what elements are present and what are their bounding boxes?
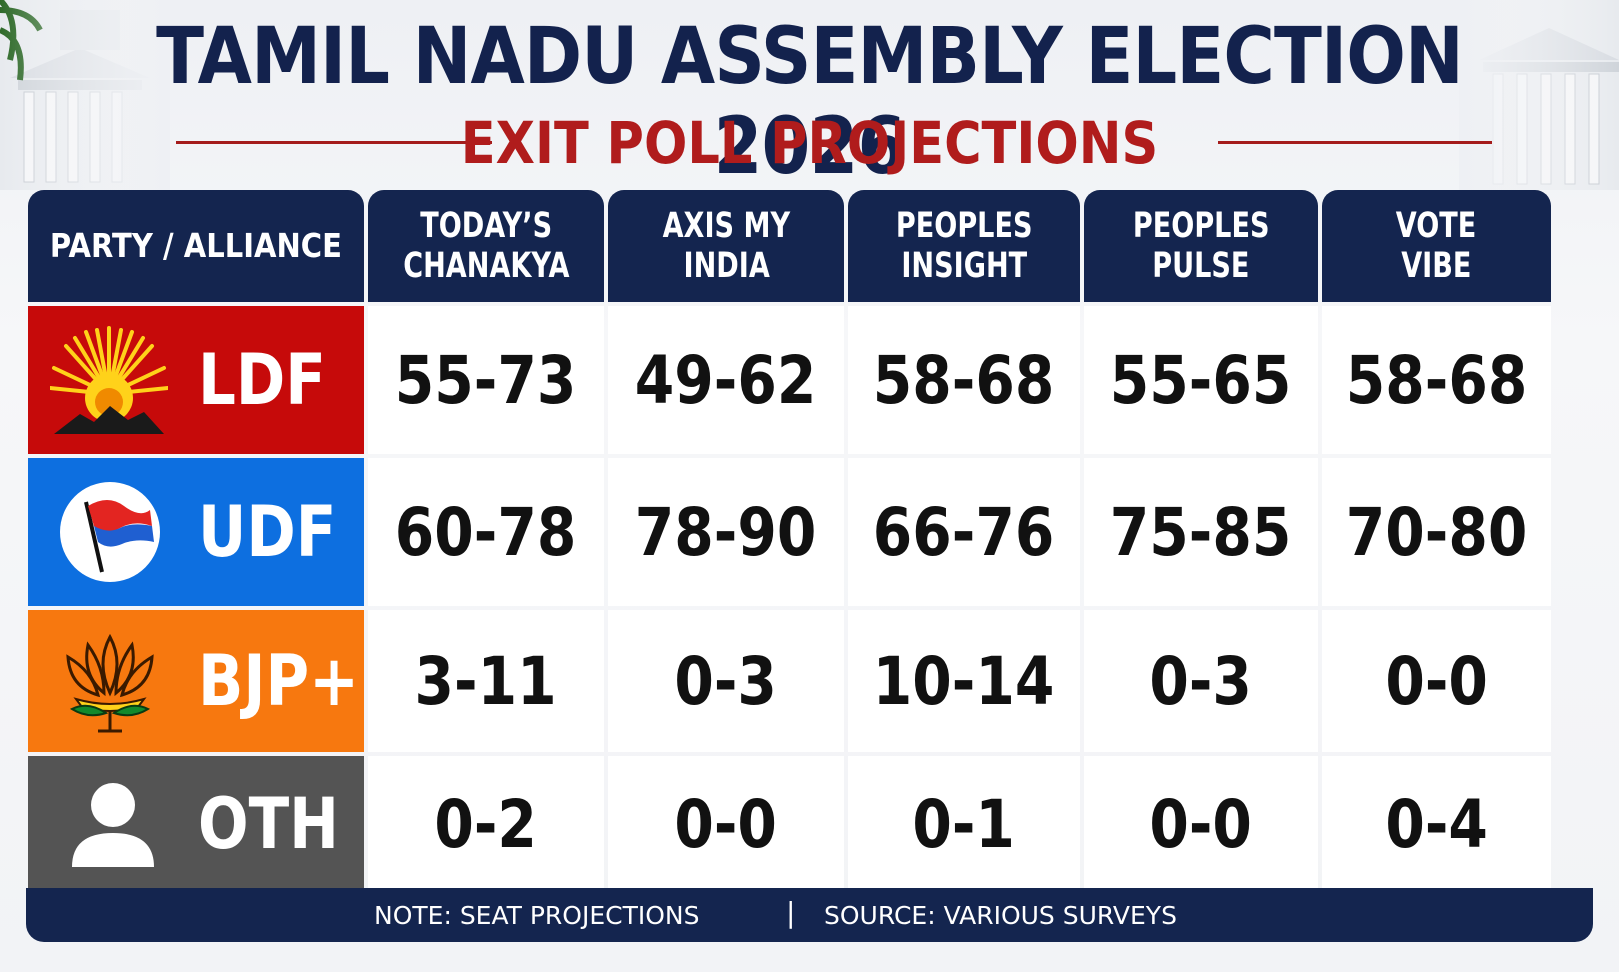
value-cell: 66-76 <box>848 458 1080 606</box>
table-row: OTH 0-2 0-0 0-1 0-0 0-4 <box>28 756 1551 892</box>
person-icon <box>72 783 154 867</box>
table-header-row: PARTY / ALLIANCE TODAY’S CHANAKYA AXIS MY… <box>28 190 1551 302</box>
rising-sun-icon <box>50 326 168 434</box>
page-title: TAMIL NADU ASSEMBLY ELECTION 2026 <box>156 12 1464 192</box>
building-illustration-left <box>0 0 170 190</box>
value-cell: 0-3 <box>1084 610 1318 752</box>
footer-bar: NOTE: SEAT PROJECTIONS | SOURCE: VARIOUS… <box>26 888 1593 942</box>
value-cell: 10-14 <box>848 610 1080 752</box>
table-row: UDF 60-78 78-90 66-76 75-85 70-80 <box>28 458 1551 606</box>
value-cell: 0-2 <box>368 756 604 892</box>
value-cell: 58-68 <box>848 306 1080 454</box>
value-cell: 55-73 <box>368 306 604 454</box>
value-cell: 3-11 <box>368 610 604 752</box>
footer-separator: | <box>786 896 796 929</box>
value-cell: 0-1 <box>848 756 1080 892</box>
value-cell: 0-3 <box>608 610 844 752</box>
exit-poll-table: PARTY / ALLIANCE TODAY’S CHANAKYA AXIS MY… <box>24 186 1555 896</box>
column-header-peoples-pulse: PEOPLES PULSE <box>1084 190 1318 302</box>
party-cell-oth: OTH <box>28 756 364 892</box>
footer-source: SOURCE: VARIOUS SURVEYS <box>824 900 1177 930</box>
value-cell: 0-0 <box>1084 756 1318 892</box>
value-cell: 55-65 <box>1084 306 1318 454</box>
column-header-party: PARTY / ALLIANCE <box>28 190 364 302</box>
subtitle-row: EXIT POLL PROJECTIONS <box>0 108 1619 178</box>
party-name-oth: OTH <box>198 783 339 865</box>
column-header-todays-chanakya: TODAY’S CHANAKYA <box>368 190 604 302</box>
building-illustration-right <box>1459 0 1619 190</box>
value-cell: 60-78 <box>368 458 604 606</box>
page-subtitle: EXIT POLL PROJECTIONS <box>460 109 1159 177</box>
subtitle-rule-left <box>176 141 492 144</box>
table-row: LDF 55-73 49-62 58-68 55-65 58-68 <box>28 306 1551 454</box>
flag-icon <box>60 482 160 582</box>
column-header-peoples-insight: PEOPLES INSIGHT <box>848 190 1080 302</box>
lotus-icon <box>66 633 154 733</box>
subtitle-rule-right <box>1218 141 1492 144</box>
party-name-bjp: BJP+ <box>198 640 359 722</box>
value-cell: 0-0 <box>1322 610 1551 752</box>
party-cell-udf: UDF <box>28 458 364 606</box>
value-cell: 0-0 <box>608 756 844 892</box>
value-cell: 0-4 <box>1322 756 1551 892</box>
party-cell-ldf: LDF <box>28 306 364 454</box>
value-cell: 58-68 <box>1322 306 1551 454</box>
value-cell: 78-90 <box>608 458 844 606</box>
party-name-ldf: LDF <box>198 339 326 421</box>
value-cell: 49-62 <box>608 306 844 454</box>
column-header-axis-my-india: AXIS MY INDIA <box>608 190 844 302</box>
footer-note: NOTE: SEAT PROJECTIONS <box>374 900 700 930</box>
value-cell: 70-80 <box>1322 458 1551 606</box>
column-header-vote-vibe: VOTE VIBE <box>1322 190 1551 302</box>
table-row: BJP+ 3-11 0-3 10-14 0-3 0-0 <box>28 610 1551 752</box>
party-name-udf: UDF <box>198 491 337 573</box>
party-cell-bjp: BJP+ <box>28 610 364 752</box>
value-cell: 75-85 <box>1084 458 1318 606</box>
